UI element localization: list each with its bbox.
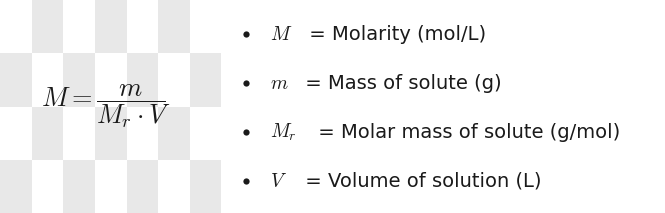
Bar [190, 106, 221, 160]
Text: $M = \dfrac{m}{M_r \cdot V}$: $M = \dfrac{m}{M_r \cdot V}$ [41, 83, 171, 130]
Bar [63, 0, 95, 53]
Bar [126, 0, 158, 53]
Text: $M$: $M$ [270, 24, 293, 44]
Bar [63, 53, 95, 106]
Text: = Mass of solute (g): = Mass of solute (g) [299, 73, 501, 93]
Text: = Molar mass of solute (g/mol): = Molar mass of solute (g/mol) [313, 122, 620, 142]
Bar [0, 53, 32, 106]
Bar [126, 53, 158, 106]
Bar [158, 53, 190, 106]
Text: = Molarity (mol/L): = Molarity (mol/L) [303, 24, 487, 44]
Bar [0, 106, 32, 160]
Bar [190, 160, 221, 213]
Bar [32, 0, 63, 53]
Bar [32, 160, 63, 213]
Text: $M_r$: $M_r$ [270, 121, 297, 143]
Bar [126, 106, 158, 160]
Bar [158, 160, 190, 213]
Bar [95, 160, 126, 213]
Bar [126, 160, 158, 213]
Bar [95, 106, 126, 160]
Bar [32, 53, 63, 106]
Bar [63, 160, 95, 213]
Bar [158, 0, 190, 53]
Bar [158, 106, 190, 160]
Text: = Volume of solution (L): = Volume of solution (L) [299, 171, 541, 191]
Bar [190, 53, 221, 106]
Bar [95, 0, 126, 53]
Text: $m$: $m$ [270, 73, 289, 93]
Bar [95, 53, 126, 106]
Bar [0, 0, 32, 53]
Text: $V$: $V$ [270, 171, 287, 191]
Bar [63, 106, 95, 160]
Bar [190, 0, 221, 53]
Bar [32, 106, 63, 160]
Bar [0, 160, 32, 213]
